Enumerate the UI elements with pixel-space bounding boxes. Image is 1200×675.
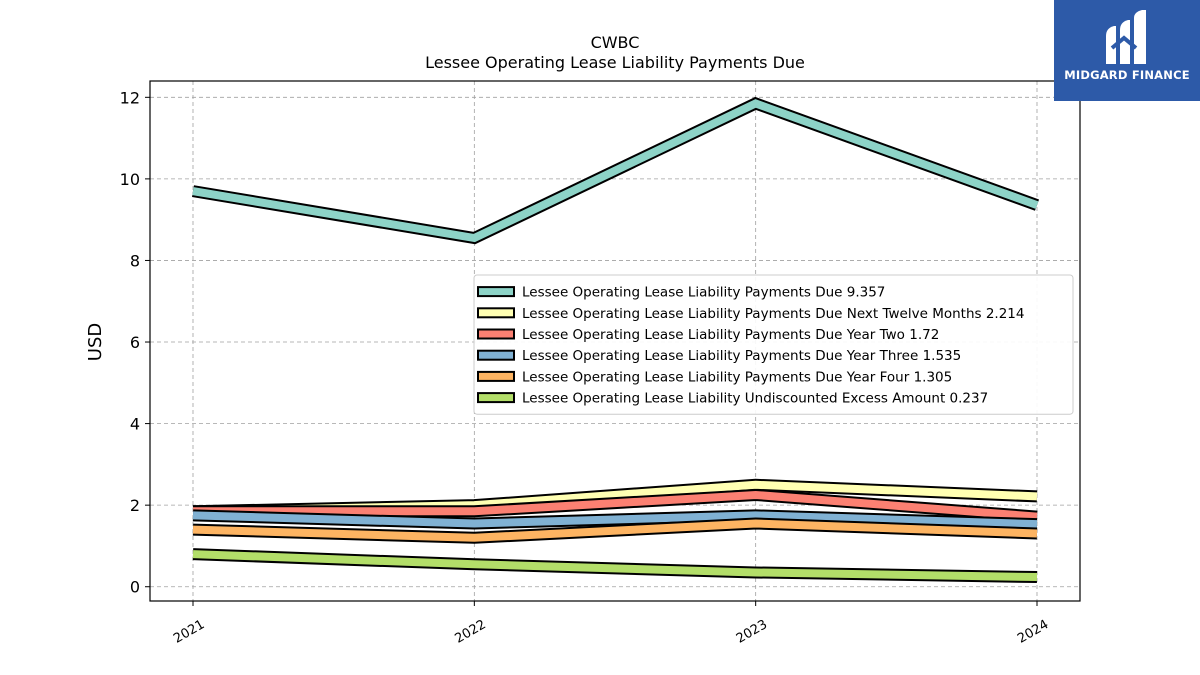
legend-label: Lessee Operating Lease Liability Payment…	[522, 327, 939, 343]
legend-swatch	[477, 307, 515, 319]
legend-swatch	[477, 349, 515, 361]
y-tick-label: 0	[130, 578, 140, 597]
x-tick-label: 2024	[1015, 617, 1051, 647]
series-lines	[192, 96, 1040, 584]
legend-label: Lessee Operating Lease Liability Payment…	[522, 369, 952, 385]
midgard-finance-logo: MIDGARD FINANCE	[1054, 0, 1200, 101]
y-tick-label: 8	[130, 251, 140, 270]
midgard-m-logo-icon	[1106, 10, 1146, 64]
x-tick-label: 2023	[734, 617, 770, 647]
series-line-2	[193, 490, 1038, 521]
chart-subtitle: Lessee Operating Lease Liability Payment…	[425, 53, 805, 72]
y-axis-label: USD	[85, 323, 106, 361]
x-tick-label: 2021	[171, 617, 207, 647]
y-tick-label: 12	[120, 88, 140, 107]
legend-swatch	[477, 370, 515, 382]
y-tick-label: 10	[120, 170, 140, 189]
legend-label: Lessee Operating Lease Liability Payment…	[522, 306, 1024, 322]
x-tick-label: 2022	[453, 617, 489, 647]
series-line-3	[192, 511, 1038, 529]
legend-swatch	[477, 328, 515, 340]
legend-box	[473, 274, 1074, 415]
legend-label: Lessee Operating Lease Liability Payment…	[522, 285, 885, 301]
series-line-5	[192, 550, 1038, 582]
legend-swatch	[477, 392, 515, 404]
legend-swatch	[477, 286, 515, 298]
y-tick-label: 2	[130, 496, 140, 515]
plot-frame	[149, 80, 1081, 602]
legend-label: Lessee Operating Lease Liability Undisco…	[522, 391, 988, 407]
y-tick-label: 4	[130, 415, 140, 434]
chart-title: CWBC	[591, 33, 640, 52]
legend-label: Lessee Operating Lease Liability Payment…	[522, 348, 961, 364]
y-tick-label: 6	[130, 333, 140, 352]
series-line-0	[192, 99, 1039, 243]
legend: Lessee Operating Lease Liability Payment…	[473, 274, 1074, 415]
series-line-4	[192, 519, 1038, 542]
logo-text: MIDGARD FINANCE	[1064, 68, 1190, 82]
